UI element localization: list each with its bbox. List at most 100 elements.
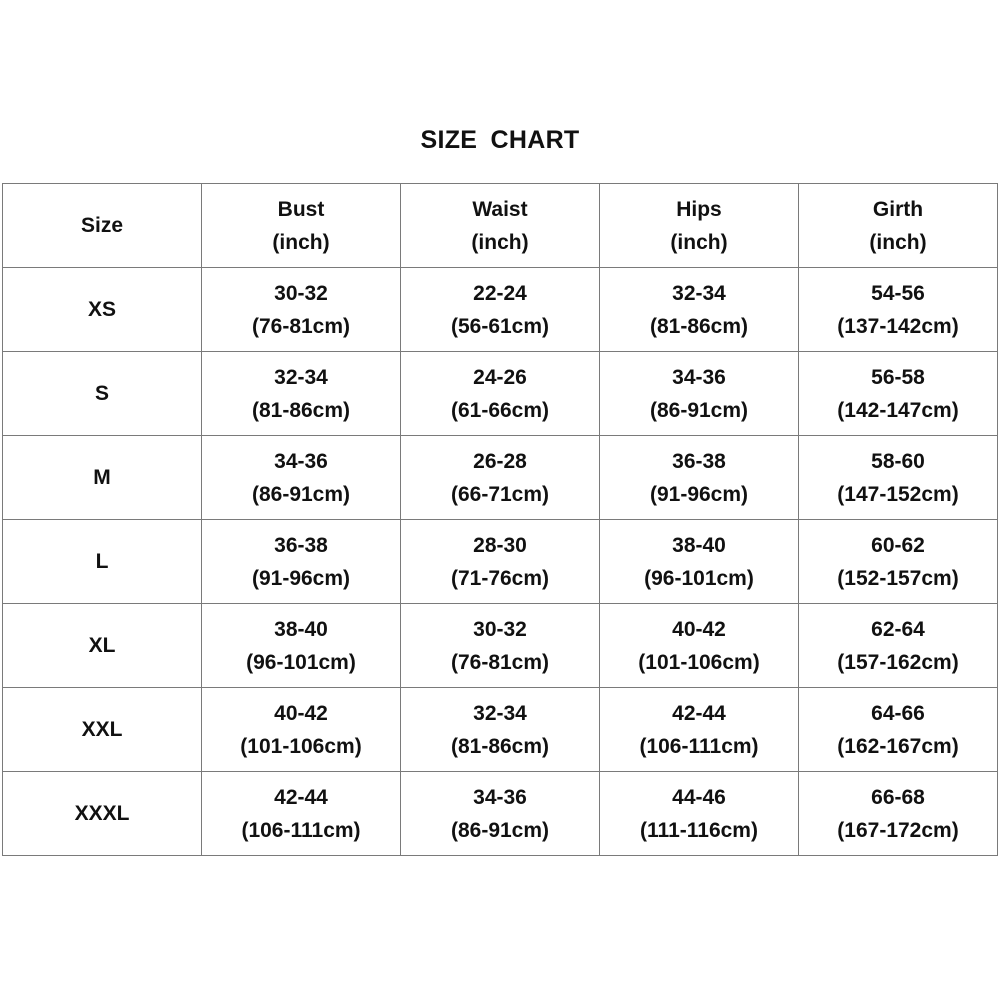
cm-range: (162-167cm) xyxy=(837,734,959,758)
measurement-cell: 66-68 (167-172cm) xyxy=(798,771,998,856)
cm-range: (66-71cm) xyxy=(450,482,550,506)
measurement-cell: 54-56 (137-142cm) xyxy=(798,267,998,352)
inch-range: 34-36 xyxy=(672,365,726,389)
inch-range: 22-24 xyxy=(473,281,527,305)
cm-range: (86-91cm) xyxy=(649,398,749,422)
inch-range: 66-68 xyxy=(871,785,925,809)
table-row: XL 38-40 (96-101cm) 30-32 (76-81cm) 40-42 (101… xyxy=(2,603,998,688)
size-cell: L xyxy=(2,519,202,604)
inch-range: 42-44 xyxy=(274,785,328,809)
measurement-cell: 58-60 (147-152cm) xyxy=(798,435,998,520)
measurement-cell: 36-38 (91-96cm) xyxy=(599,435,799,520)
measurement-cell: 60-62 (152-157cm) xyxy=(798,519,998,604)
cm-range: (157-162cm) xyxy=(837,650,959,674)
inch-range: 62-64 xyxy=(871,617,925,641)
measurement-cell: 32-34 (81-86cm) xyxy=(599,267,799,352)
measurement-cell: 32-34 (81-86cm) xyxy=(400,687,600,772)
table-row: S 32-34 (81-86cm) 24-26 (61-66cm) 34-36 (86-91… xyxy=(2,351,998,436)
measurement-cell: 24-26 (61-66cm) xyxy=(400,351,600,436)
cm-range: (137-142cm) xyxy=(837,314,959,338)
table-row: L 36-38 (91-96cm) 28-30 (71-76cm) 38-40 (96-10… xyxy=(2,519,998,604)
inch-range: 30-32 xyxy=(274,281,328,305)
measurement-cell: 42-44 (106-111cm) xyxy=(599,687,799,772)
measurement-cell: 34-36 (86-91cm) xyxy=(400,771,600,856)
header-unit: (inch) xyxy=(272,230,330,254)
measurement-cell: 40-42 (101-106cm) xyxy=(201,687,401,772)
inch-range: 34-36 xyxy=(274,449,328,473)
table-row: XS 30-32 (76-81cm) 22-24 (56-61cm) 32-34 (81-8… xyxy=(2,267,998,352)
size-cell: XS xyxy=(2,267,202,352)
cm-range: (91-96cm) xyxy=(251,566,351,590)
cm-range: (81-86cm) xyxy=(649,314,749,338)
inch-range: 32-34 xyxy=(672,281,726,305)
cm-range: (86-91cm) xyxy=(251,482,351,506)
table-row: XXL 40-42 (101-106cm) 32-34 (81-86cm) 42-44 (1… xyxy=(2,687,998,772)
inch-range: 64-66 xyxy=(871,701,925,725)
inch-range: 42-44 xyxy=(672,701,726,725)
measurement-cell: 62-64 (157-162cm) xyxy=(798,603,998,688)
header-cell: Girth (inch) xyxy=(798,183,998,268)
cm-range: (106-111cm) xyxy=(241,818,361,842)
cm-range: (86-91cm) xyxy=(450,818,550,842)
cm-range: (167-172cm) xyxy=(837,818,959,842)
cm-range: (76-81cm) xyxy=(450,650,550,674)
size-cell: XL xyxy=(2,603,202,688)
cm-range: (101-106cm) xyxy=(240,734,362,758)
cm-range: (101-106cm) xyxy=(638,650,760,674)
size-cell: M xyxy=(2,435,202,520)
cm-range: (76-81cm) xyxy=(251,314,351,338)
measurement-cell: 38-40 (96-101cm) xyxy=(599,519,799,604)
size-chart-table: Size Bust (inch) Waist (inch) Hips (inch) Girth… xyxy=(2,183,998,856)
header-label: Hips xyxy=(676,197,722,221)
cm-range: (71-76cm) xyxy=(450,566,550,590)
inch-range: 36-38 xyxy=(274,533,328,557)
measurement-cell: 22-24 (56-61cm) xyxy=(400,267,600,352)
inch-range: 44-46 xyxy=(672,785,726,809)
inch-range: 26-28 xyxy=(473,449,527,473)
measurement-cell: 30-32 (76-81cm) xyxy=(201,267,401,352)
table-row: M 34-36 (86-91cm) 26-28 (66-71cm) 36-38 (91-96… xyxy=(2,435,998,520)
page-title: SIZE CHART xyxy=(420,126,580,154)
header-cell: Waist (inch) xyxy=(400,183,600,268)
measurement-cell: 34-36 (86-91cm) xyxy=(201,435,401,520)
size-cell: XXL xyxy=(2,687,202,772)
inch-range: 60-62 xyxy=(871,533,925,557)
header-cell: Size xyxy=(2,183,202,268)
size-cell: S xyxy=(2,351,202,436)
measurement-cell: 38-40 (96-101cm) xyxy=(201,603,401,688)
header-row: Size Bust (inch) Waist (inch) Hips (inch) Girth… xyxy=(2,183,998,268)
inch-range: 38-40 xyxy=(672,533,726,557)
header-unit: (inch) xyxy=(869,230,927,254)
cm-range: (96-101cm) xyxy=(644,566,754,590)
inch-range: 40-42 xyxy=(672,617,726,641)
measurement-cell: 36-38 (91-96cm) xyxy=(201,519,401,604)
measurement-cell: 40-42 (101-106cm) xyxy=(599,603,799,688)
cm-range: (142-147cm) xyxy=(837,398,959,422)
inch-range: 34-36 xyxy=(473,785,527,809)
cm-range: (111-116cm) xyxy=(640,818,758,842)
cm-range: (61-66cm) xyxy=(450,398,550,422)
header-unit: (inch) xyxy=(670,230,728,254)
header-cell: Bust (inch) xyxy=(201,183,401,268)
cm-range: (106-111cm) xyxy=(639,734,759,758)
header-unit: (inch) xyxy=(471,230,529,254)
cm-range: (56-61cm) xyxy=(450,314,550,338)
cm-range: (81-86cm) xyxy=(450,734,550,758)
header-label: Waist xyxy=(472,197,528,221)
inch-range: 24-26 xyxy=(473,365,527,389)
measurement-cell: 34-36 (86-91cm) xyxy=(599,351,799,436)
inch-range: 54-56 xyxy=(871,281,925,305)
cm-range: (147-152cm) xyxy=(837,482,959,506)
cm-range: (91-96cm) xyxy=(649,482,749,506)
cm-range: (96-101cm) xyxy=(246,650,356,674)
header-label: Girth xyxy=(872,197,924,221)
inch-range: 38-40 xyxy=(274,617,328,641)
measurement-cell: 64-66 (162-167cm) xyxy=(798,687,998,772)
inch-range: 56-58 xyxy=(871,365,925,389)
measurement-cell: 56-58 (142-147cm) xyxy=(798,351,998,436)
measurement-cell: 28-30 (71-76cm) xyxy=(400,519,600,604)
size-cell: XXXL xyxy=(2,771,202,856)
inch-range: 36-38 xyxy=(672,449,726,473)
measurement-cell: 30-32 (76-81cm) xyxy=(400,603,600,688)
inch-range: 30-32 xyxy=(473,617,527,641)
